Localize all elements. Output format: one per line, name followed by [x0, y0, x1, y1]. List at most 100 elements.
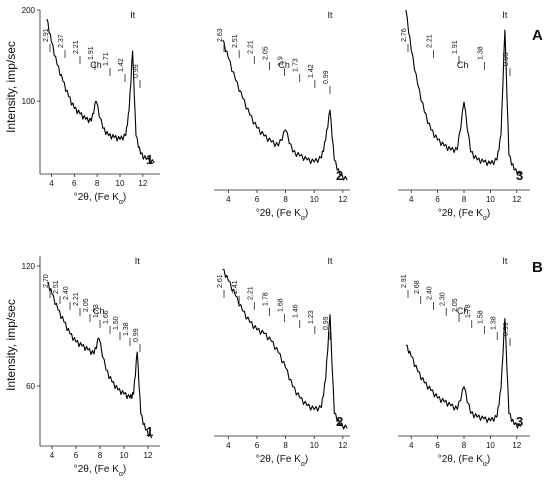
trace-b1	[46, 281, 153, 439]
phase-label-ch-a2: Ch	[278, 60, 290, 70]
peak-label-b1: 1.50	[113, 316, 120, 330]
peak-label-a3: 0.99	[503, 52, 510, 66]
peak-label-b1: 0.99	[133, 328, 140, 342]
panel-a1: 4 6 8 10 12 100 200 1 °2θ, (Fe Kα) 2.91 2.37 2.21 1.…	[22, 6, 160, 206]
peak-label-b1: 1.38	[123, 322, 130, 336]
peak-label-b3: 2.30	[439, 292, 446, 306]
peak-label-b2: 0.99	[323, 316, 330, 330]
peak-label-b3: 2.40	[427, 286, 434, 300]
peak-label-a2: 0.99	[323, 70, 330, 84]
peak-label-a3: 2.76	[401, 28, 408, 42]
peak-label-a1: 1.71	[103, 52, 110, 66]
x-tick-label-a1: 4	[49, 179, 54, 188]
peak-label-b3: 2.05	[452, 298, 459, 312]
panel-number-a1: 1	[146, 152, 153, 167]
peak-label-b2: 2.21	[247, 286, 254, 300]
peak-label-b1: 2.51	[53, 280, 60, 294]
phase-label-it-b1: It	[135, 256, 141, 266]
peak-label-b2: 2.61	[217, 274, 224, 288]
x-tick-label-a1: 6	[72, 179, 77, 188]
peak-label-b2: 1.78	[262, 292, 269, 306]
peak-label-b2: 1.23	[308, 310, 315, 324]
x-tick-label-a2: 12	[338, 195, 347, 204]
peak-label-b1: 1.66	[103, 310, 110, 324]
x-tick-label-a2: 8	[283, 195, 288, 204]
x-tick-label-b1: 6	[74, 451, 79, 460]
peak-label-a1: 1.91	[88, 46, 95, 60]
peak-label-a3: 1.38	[478, 46, 485, 60]
panel-a3: 4 6 8 10 12 3 °2θ, (Fe Kα) 2.76 2.21 1.91 1.38 0.99…	[398, 9, 530, 222]
peak-label-b1: 1.73	[93, 304, 100, 318]
peak-label-b1: 2.70	[43, 274, 50, 288]
x-tick-label-a3: 8	[462, 195, 467, 204]
y-tick-label-b1: 120	[22, 262, 36, 271]
peak-label-b3: 2.91	[401, 274, 408, 288]
peak-label-b1: 2.40	[63, 286, 70, 300]
panel-a2: 4 6 8 10 12 2 °2θ, (Fe Kα) 2.63 2.51 2.21 2.05 1.9 1…	[214, 10, 350, 222]
trace-a3	[405, 9, 522, 176]
y-axis-label-row-b: Intensity, imp/sec	[4, 299, 18, 391]
phase-label-it-a3: It	[502, 10, 508, 20]
x-tick-label-b3: 12	[512, 441, 521, 450]
peak-label-b3: 2.68	[414, 280, 421, 294]
peak-label-a2: 1.42	[308, 64, 315, 78]
trace-a1	[46, 18, 155, 165]
phase-label-it-b3: It	[502, 256, 508, 266]
x-tick-label-a1: 8	[95, 179, 100, 188]
peak-label-b3: 1.58	[478, 310, 485, 324]
x-tick-label-a1: 12	[138, 179, 147, 188]
x-tick-label-a3: 6	[435, 195, 440, 204]
trace-a2	[222, 39, 348, 181]
phase-label-ch-a1: Ch	[90, 60, 102, 70]
peak-label-a1: 0.99	[133, 64, 140, 78]
panel-number-a2: 2	[336, 168, 343, 183]
panel-b1: 4 6 8 10 12 60 120 1 °2θ, (Fe Kα) 2.70 2.51 2.40 2.2…	[22, 256, 160, 478]
peak-label-a3: 1.91	[452, 40, 459, 54]
y-tick-label-a1: 100	[22, 97, 36, 106]
trace-b2	[222, 268, 348, 430]
peak-label-a3: 2.21	[427, 34, 434, 48]
x-axis-label-b1: °2θ, (Fe Kα)	[74, 464, 127, 478]
x-tick-label-b3: 10	[486, 441, 495, 450]
x-tick-label-b1: 10	[120, 451, 129, 460]
panel-number-b3: 3	[516, 414, 523, 429]
peak-label-b2: 2.41	[232, 280, 239, 294]
panel-number-a3: 3	[516, 168, 523, 183]
peak-label-b1: 2.21	[73, 292, 80, 306]
row-label-b: B	[532, 259, 543, 276]
phase-label-ch-a3: Ch	[457, 60, 469, 70]
x-tick-label-a3: 10	[486, 195, 495, 204]
x-tick-label-b2: 10	[310, 441, 319, 450]
peak-label-a1: 2.91	[43, 28, 50, 42]
x-tick-label-b3: 8	[462, 441, 467, 450]
peak-label-b1: 2.05	[83, 298, 90, 312]
panel-number-b2: 2	[336, 414, 343, 429]
x-axis-label-b2: °2θ, (Fe Kα)	[256, 454, 309, 468]
peak-label-a2: 1.73	[293, 58, 300, 72]
x-tick-label-a3: 4	[409, 195, 414, 204]
x-axis-label-a1: °2θ, (Fe Kα)	[74, 192, 127, 206]
y-tick-label-a1: 200	[22, 6, 36, 15]
phase-label-it-b2: It	[327, 256, 333, 266]
x-tick-label-b2: 8	[283, 441, 288, 450]
y-tick-label-b1: 60	[26, 382, 35, 391]
peak-label-b2: 1.68	[278, 298, 285, 312]
phase-label-ch-b1: Ch	[93, 306, 105, 316]
x-tick-label-b3: 6	[435, 441, 440, 450]
x-tick-label-b3: 4	[409, 441, 414, 450]
x-tick-label-b1: 4	[50, 451, 55, 460]
peak-label-b3: 1.78	[465, 304, 472, 318]
x-tick-label-b2: 6	[255, 441, 260, 450]
peak-label-a1: 2.37	[58, 34, 65, 48]
x-tick-label-b1: 8	[98, 451, 103, 460]
peak-label-a2: 1.9	[278, 56, 285, 66]
x-tick-label-a1: 10	[116, 179, 125, 188]
peak-label-a2: 2.05	[262, 46, 269, 60]
panel-b3: 4 6 8 10 12 3 °2θ, (Fe Kα) 2.91 2.68 2.40 2.30 2.05…	[398, 256, 530, 468]
peak-label-b3: 0.99	[503, 322, 510, 336]
panel-number-b1: 1	[146, 424, 153, 439]
peak-label-a2: 2.63	[217, 28, 224, 42]
peak-label-a1: 2.21	[73, 40, 80, 54]
